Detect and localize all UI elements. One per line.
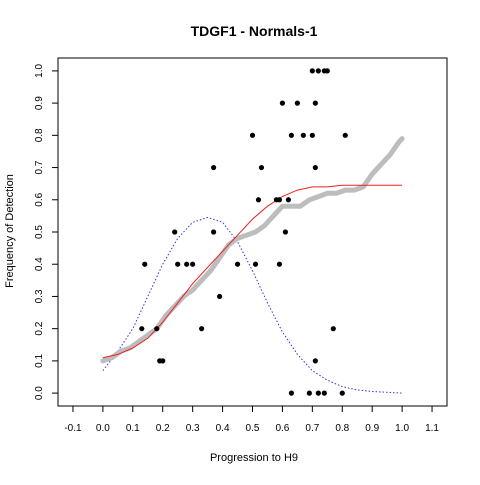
data-point (175, 261, 181, 267)
x-tick-label: 0.6 (275, 423, 289, 434)
y-axis-label: Frequency of Detection (4, 174, 16, 288)
data-point (190, 261, 196, 267)
y-tick-label: 0.3 (34, 289, 45, 303)
chart-title: TDGF1 - Normals-1 (191, 23, 318, 39)
data-point (234, 261, 241, 267)
data-point (315, 390, 321, 396)
y-tick-label: 0.5 (34, 225, 45, 239)
data-point (139, 326, 145, 332)
y-tick-label: 0.0 (34, 386, 45, 400)
running-average-curve (100, 136, 405, 364)
x-tick-label: 0.1 (126, 423, 140, 434)
y-axis: 0.0 0.1 0.2 0.3 0.4 0.5 0.6 0.7 0.8 0.9 1.0 (34, 64, 59, 400)
data-point (255, 197, 262, 203)
data-point (330, 326, 336, 332)
trend-layer (100, 136, 405, 364)
data-point (211, 164, 217, 171)
x-tick-label: 0.8 (335, 423, 349, 434)
data-point (276, 261, 283, 267)
data-point (154, 326, 160, 332)
x-tick-label: 1.1 (425, 423, 439, 434)
x-tick-label: 0.9 (365, 423, 379, 434)
data-point (288, 132, 294, 138)
data-point (282, 229, 289, 235)
y-tick-label: 0.4 (34, 257, 45, 271)
data-point (300, 132, 306, 138)
x-tick-label: 0.4 (216, 423, 230, 434)
x-tick-label: 0.0 (96, 423, 110, 434)
fitted-curve (102, 184, 403, 359)
x-axis-label: Progression to H9 (210, 452, 298, 464)
y-tick-label: 0.9 (34, 96, 45, 110)
points-layer (139, 68, 348, 396)
data-point (312, 164, 318, 171)
data-point (312, 100, 318, 106)
y-tick-label: 0.8 (34, 128, 45, 142)
x-tick-label: -0.1 (64, 423, 82, 434)
data-point (276, 197, 283, 203)
data-point (315, 68, 321, 74)
data-point (285, 197, 292, 203)
data-point (306, 390, 312, 396)
data-point (279, 100, 286, 106)
fit-layer (102, 184, 403, 359)
data-point (309, 68, 315, 74)
data-point (249, 132, 256, 138)
data-point (211, 229, 217, 235)
data-point (342, 132, 348, 138)
x-tick-label: 0.7 (305, 423, 319, 434)
data-point (321, 390, 327, 396)
data-point (294, 100, 300, 106)
data-point (309, 132, 315, 138)
data-point (199, 326, 205, 332)
x-tick-label: 0.3 (186, 423, 200, 434)
x-tick-label: 0.5 (246, 423, 260, 434)
y-tick-label: 0.1 (34, 354, 45, 368)
y-tick-label: 0.6 (34, 192, 45, 206)
data-point (252, 261, 259, 267)
data-point (142, 261, 148, 267)
data-point (339, 390, 345, 396)
data-point (160, 358, 166, 364)
data-point (288, 390, 294, 396)
data-point (172, 229, 178, 235)
x-tick-label: 1.0 (395, 423, 409, 434)
data-point (324, 68, 330, 74)
data-point (184, 261, 190, 267)
x-tick-label: 0.2 (156, 423, 170, 434)
y-tick-label: 0.2 (34, 321, 45, 335)
y-tick-label: 0.7 (34, 160, 45, 174)
y-tick-label: 1.0 (34, 64, 45, 78)
x-axis: -0.1 0.0 0.1 0.2 0.3 0.4 0.5 0.6 0.7 0.8 0.9 1.0 1.1 (64, 405, 439, 434)
data-point (216, 293, 223, 300)
data-point (258, 164, 265, 171)
data-point (312, 358, 318, 364)
